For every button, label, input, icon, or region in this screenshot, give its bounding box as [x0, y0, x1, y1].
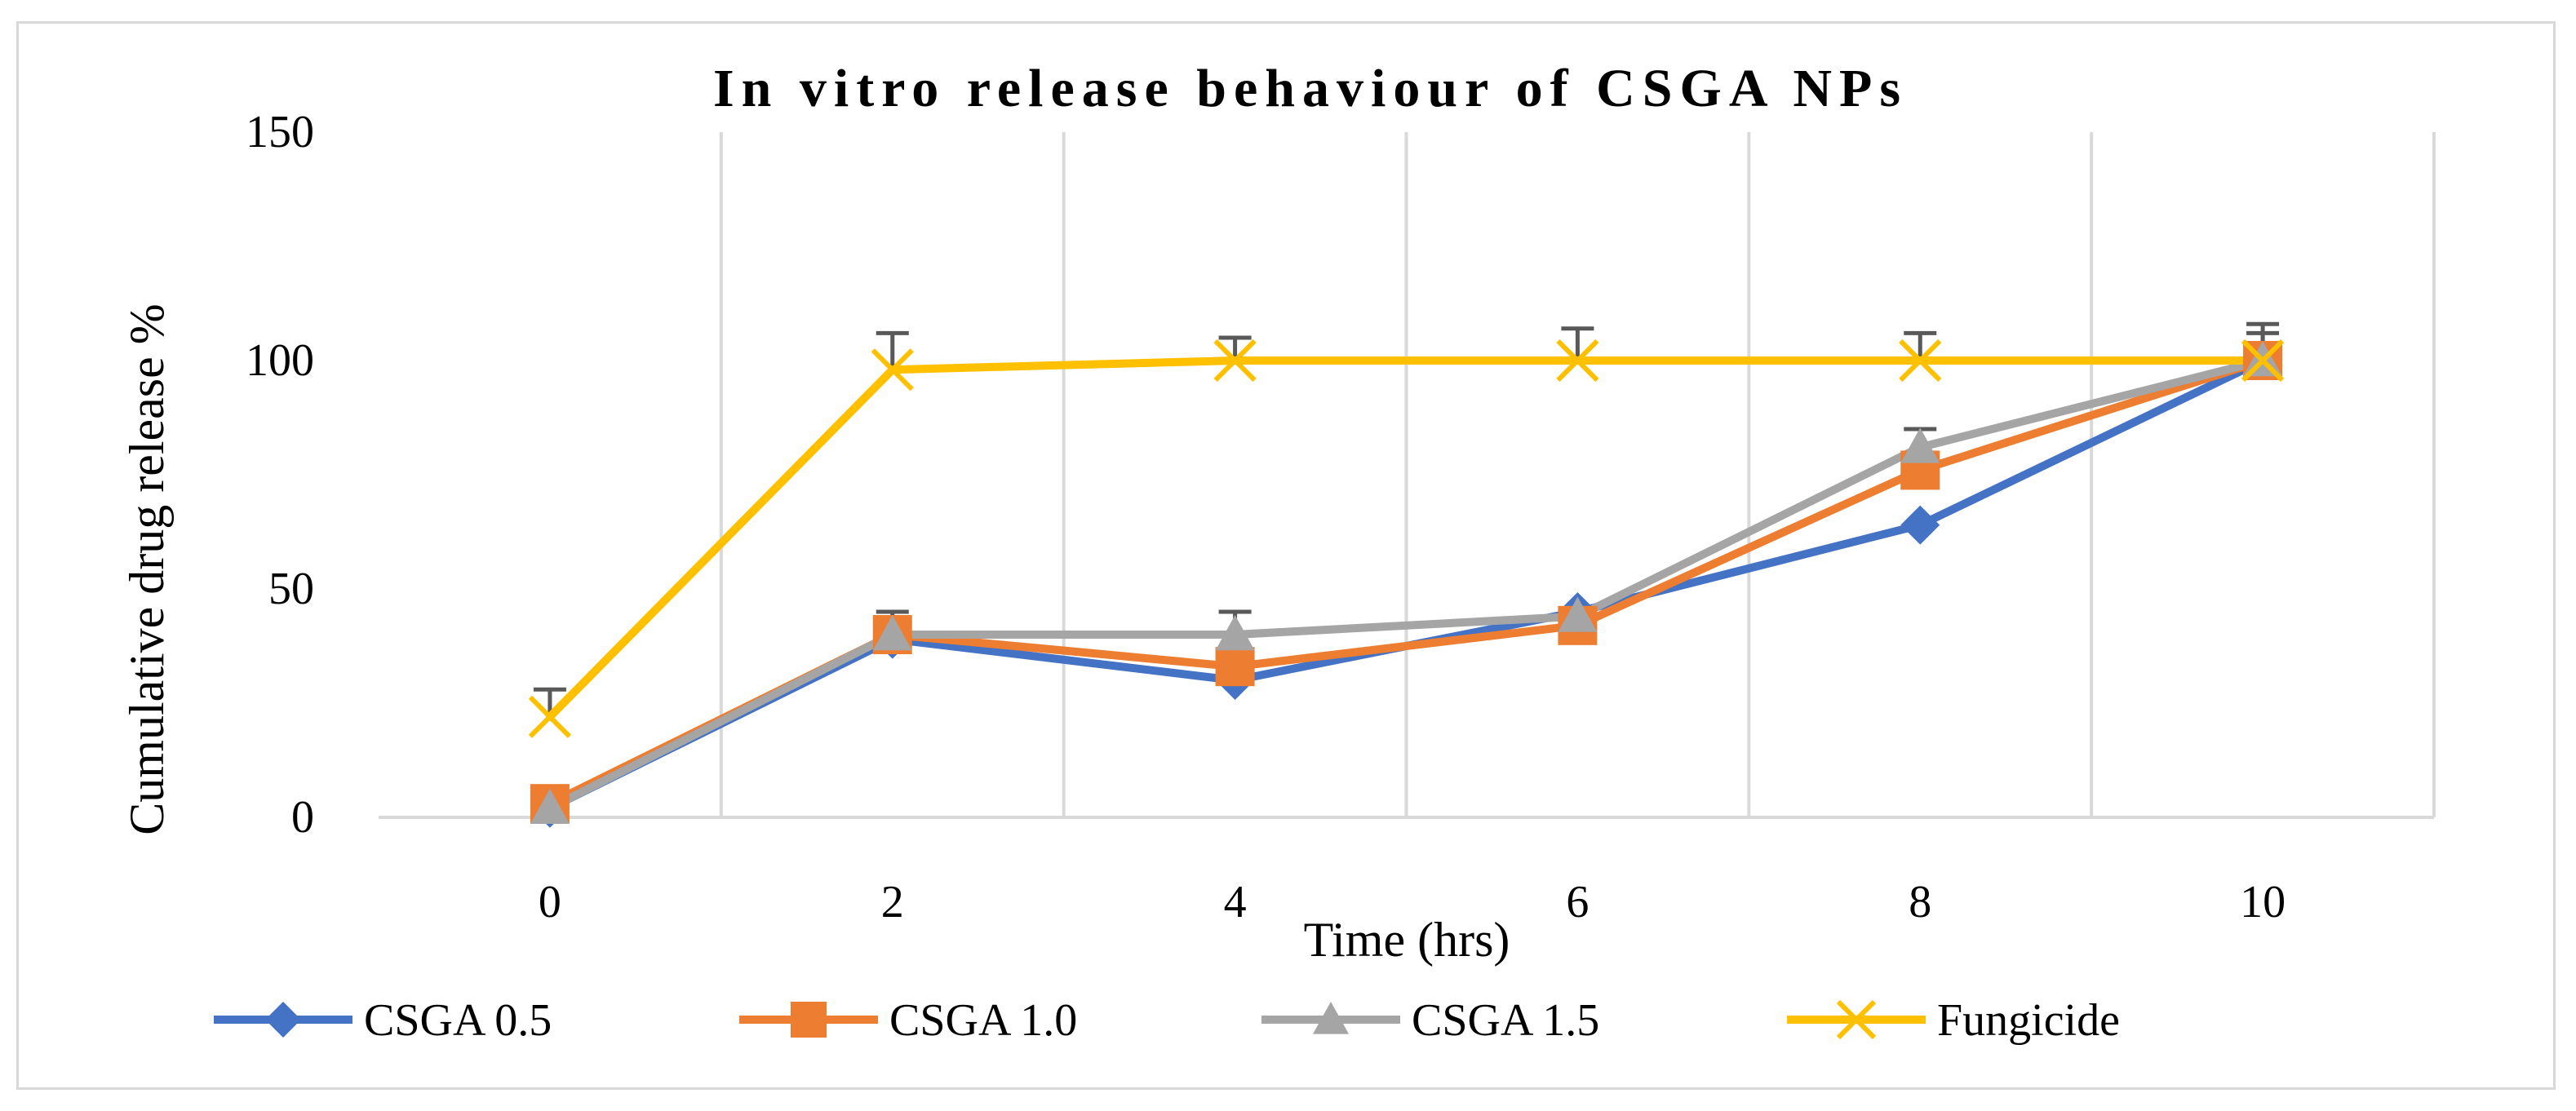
- x-tick-label: 2: [881, 877, 904, 927]
- legend-label: CSGA 1.0: [889, 995, 1077, 1046]
- series-lines: [545, 356, 2268, 812]
- y-tick-label: 50: [268, 564, 314, 614]
- data-point-fungicide: [2241, 339, 2285, 383]
- x-tick-label: 8: [1909, 877, 1931, 927]
- data-point-csga-1-5: [872, 615, 912, 651]
- data-point-csga-1-5: [1900, 427, 1940, 463]
- chart-title: In vitro release behaviour of CSGA NPs: [713, 59, 1908, 118]
- legend-item-csga-1-0: CSGA 1.0: [739, 995, 1077, 1046]
- data-point-csga-1-5: [1215, 615, 1255, 651]
- data-point-csga-1-5: [1558, 596, 1598, 632]
- y-axis-title: Cumulative drug release %: [120, 303, 174, 834]
- legend-marker: [1313, 1002, 1349, 1034]
- x-tick-label: 0: [539, 877, 561, 927]
- legend-marker: [791, 1002, 827, 1038]
- legend-label: Fungicide: [1937, 995, 2120, 1046]
- series-line-csga-1-5: [545, 356, 2268, 812]
- x-marker-stroke: [1213, 339, 1257, 383]
- series-markers: [528, 339, 2285, 828]
- gridlines: [719, 132, 2436, 817]
- y-tick-label: 100: [246, 335, 314, 386]
- x-marker-stroke: [871, 348, 914, 392]
- legend-item-csga-0-5: CSGA 0.5: [214, 995, 552, 1046]
- data-point-fungicide: [1899, 339, 1942, 383]
- data-point-fungicide: [528, 695, 572, 738]
- x-marker-stroke: [2241, 339, 2285, 383]
- x-tick-label: 4: [1224, 877, 1247, 927]
- x-marker-stroke: [1836, 999, 1877, 1040]
- data-point-csga-1-0: [1215, 647, 1255, 687]
- y-tick-label: 0: [291, 792, 314, 843]
- data-point-fungicide: [1556, 339, 1599, 383]
- y-tick-label: 150: [246, 107, 314, 157]
- x-marker-stroke: [528, 695, 572, 738]
- data-point-csga-1-5: [530, 788, 570, 824]
- legend-item-fungicide: Fungicide: [1787, 995, 2120, 1046]
- chart-frame: [16, 21, 2556, 1090]
- data-point-fungicide: [1213, 339, 1257, 383]
- x-marker-stroke: [1899, 339, 1942, 383]
- x-marker-stroke: [1556, 339, 1599, 383]
- legend-label: CSGA 0.5: [364, 995, 552, 1046]
- series-line-fungicide: [545, 356, 2268, 721]
- legend-label: CSGA 1.5: [1412, 995, 1599, 1046]
- x-tick-label: 6: [1566, 877, 1589, 927]
- data-point-fungicide: [871, 348, 914, 392]
- x-tick-label: 10: [2240, 877, 2286, 927]
- legend-marker: [265, 1002, 301, 1038]
- legend-marker: [1836, 999, 1877, 1040]
- data-point-csga-0-5: [1900, 505, 1940, 545]
- legend: CSGA 0.5 CSGA 1.0 CSGA 1.5 Fungicide: [214, 995, 2120, 1046]
- legend-item-csga-1-5: CSGA 1.5: [1261, 995, 1599, 1046]
- x-axis-title: Time (hrs): [1304, 913, 1510, 967]
